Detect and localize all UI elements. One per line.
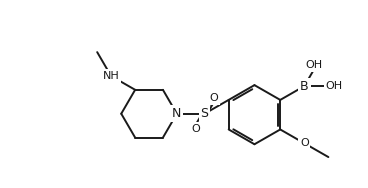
Text: B: B (300, 80, 309, 93)
Text: O: O (209, 93, 218, 103)
Text: NH: NH (103, 71, 120, 81)
Text: OH: OH (306, 60, 323, 70)
Text: S: S (201, 107, 209, 120)
Text: O: O (191, 124, 200, 134)
Text: N: N (172, 107, 181, 120)
Text: OH: OH (326, 81, 343, 91)
Text: O: O (300, 138, 309, 148)
